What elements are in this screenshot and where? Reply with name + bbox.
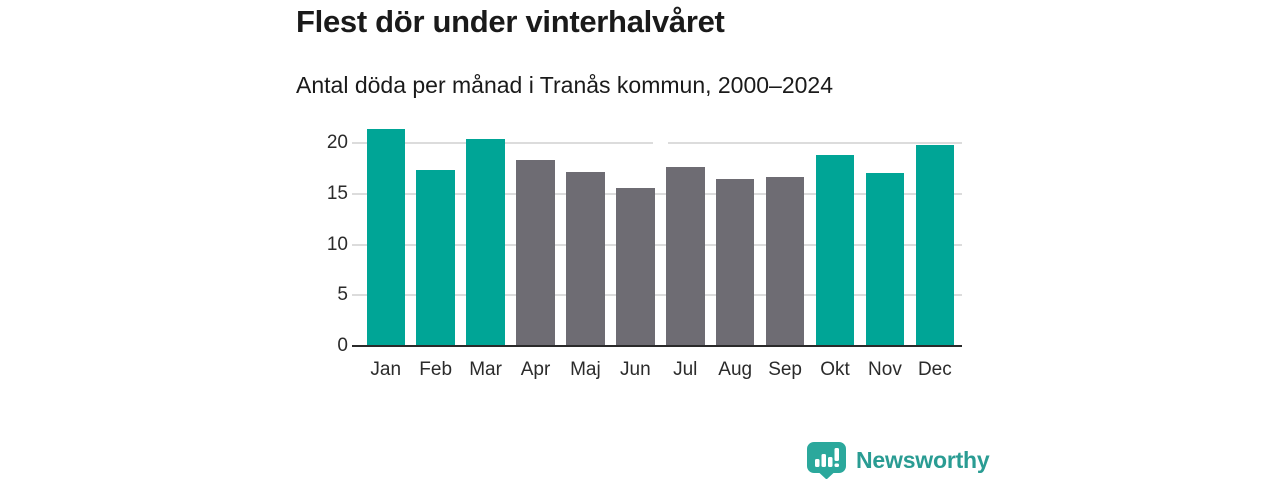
bar-apr [516,159,555,346]
x-axis-label-jul: Jul [673,359,698,380]
x-axis-label-maj: Maj [570,359,601,380]
chart-title: Flest dör under vinterhalvåret [296,4,725,39]
y-axis-tick-label-0: 0 [337,334,348,356]
x-axis-line [352,344,962,347]
chart-subtitle: Antal döda per månad i Tranås kommun, 20… [296,72,834,98]
gridline-15 [352,192,962,195]
x-axis-label-okt: Okt [820,359,850,380]
x-axis-label-nov: Nov [868,359,902,380]
bar-jun [616,187,655,346]
bar-okt [815,154,855,346]
newsworthy-wordmark: Newsworthy [856,447,990,473]
bar-nov [865,172,905,346]
x-axis-label-sep: Sep [768,359,802,380]
bar-dec [915,145,955,346]
y-axis-tick-label-5: 5 [337,284,348,306]
gridline-10 [352,243,962,246]
gridline-5 [352,294,962,297]
y-axis-tick-label-20: 20 [326,132,348,154]
x-axis-label-feb: Feb [419,359,453,380]
x-axis-label-apr: Apr [520,359,551,380]
gridline-20-right [668,142,962,145]
bar-jan [366,129,405,346]
x-axis-label-aug: Aug [718,359,753,380]
bar-mar [466,139,505,346]
y-axis-tick-label-15: 15 [326,182,348,204]
x-axis-label-jan: Jan [370,359,402,380]
bar-feb [416,169,455,346]
bar-jul [666,166,705,346]
x-axis-label-dec: Dec [917,359,952,380]
newsworthy-bubble-chart-icon [806,441,847,480]
x-axis-label-jun: Jun [620,359,651,380]
bar-maj [566,171,605,346]
newsworthy-logo[interactable]: Newsworthy [806,441,990,480]
bar-aug [715,178,755,346]
x-axis-label-mar: Mar [469,359,502,380]
bar-sep [765,176,805,346]
y-axis-tick-label-10: 10 [326,233,348,255]
